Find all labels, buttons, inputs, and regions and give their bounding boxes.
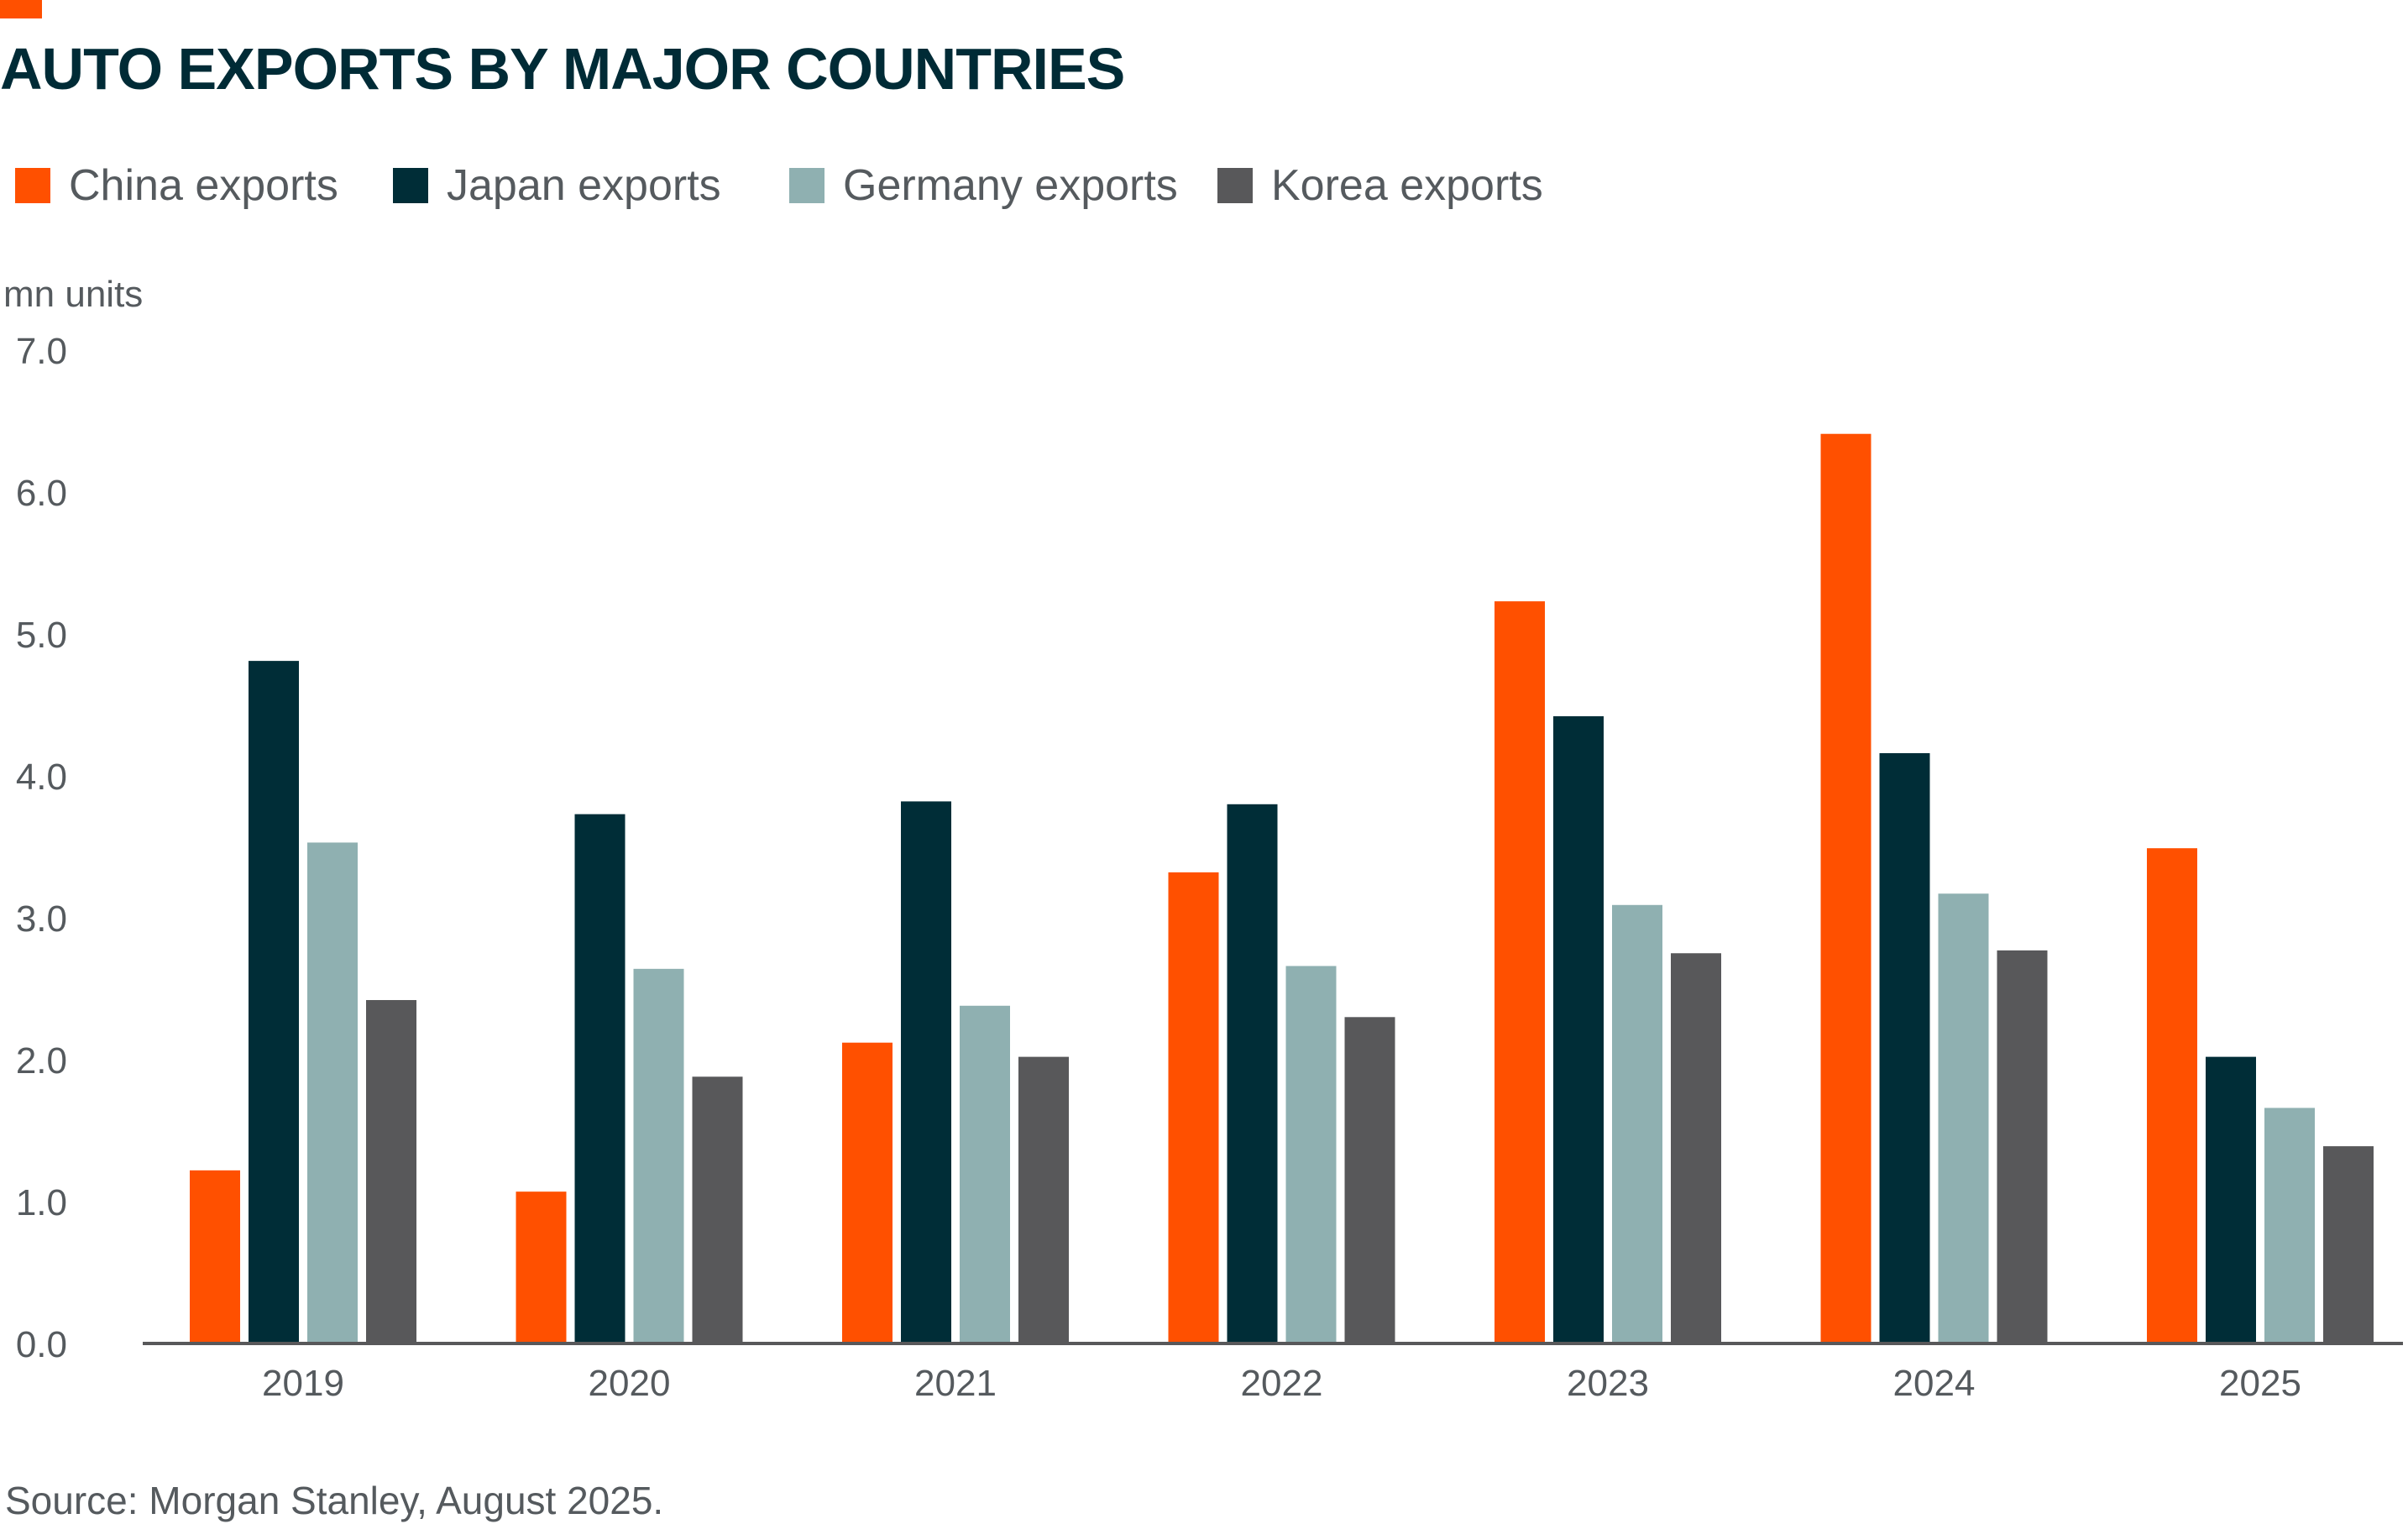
legend-label-china: China exports — [69, 161, 338, 210]
bar-japan-2022 — [1227, 804, 1278, 1343]
bar-korea-2021 — [1018, 1056, 1069, 1343]
bar-china-2025 — [2147, 848, 2197, 1343]
bar-korea-2022 — [1344, 1017, 1395, 1343]
bar-korea-2024 — [1997, 950, 2048, 1343]
legend-swatch-japan — [393, 168, 428, 203]
legend: China exports Japan exports Germany expo… — [15, 156, 1694, 215]
y-tick-label: 5.0 — [16, 615, 67, 656]
bar-china-2019 — [190, 1170, 240, 1343]
x-tick-label: 2024 — [1893, 1363, 1976, 1404]
bar-japan-2021 — [901, 801, 951, 1343]
bar-china-2021 — [842, 1042, 893, 1343]
legend-item-korea: Korea exports — [1217, 156, 1543, 215]
bar-china-2024 — [1820, 433, 1871, 1344]
bar-china-2020 — [516, 1191, 567, 1343]
bar-china-2023 — [1495, 601, 1545, 1343]
bar-japan-2020 — [574, 814, 626, 1343]
source-note: Source: Morgan Stanley, August 2025. — [5, 1479, 664, 1522]
bar-japan-2023 — [1553, 716, 1604, 1343]
chart-title: AUTO EXPORTS BY MAJOR COUNTRIES — [0, 36, 1125, 102]
y-tick-label: 6.0 — [16, 473, 67, 514]
legend-swatch-korea — [1217, 168, 1253, 203]
bar-japan-2025 — [2206, 1056, 2256, 1343]
y-tick-label: 4.0 — [16, 757, 67, 798]
bar-korea-2019 — [366, 1000, 416, 1343]
legend-swatch-germany — [789, 168, 824, 203]
x-tick-label: 2021 — [914, 1363, 997, 1404]
bar-japan-2024 — [1879, 752, 1930, 1343]
x-tick-label: 2025 — [2219, 1363, 2301, 1404]
x-axis-ticks: 2019 2020 2021 2022 2023 2024 2025 — [262, 1363, 2301, 1404]
bar-korea-2023 — [1671, 953, 1721, 1343]
y-tick-label: 2.0 — [16, 1040, 67, 1081]
y-axis-ticks: 0.0 1.0 2.0 3.0 4.0 5.0 6.0 7.0 — [16, 331, 67, 1365]
legend-label-germany: Germany exports — [843, 161, 1178, 210]
bar-korea-2020 — [692, 1076, 743, 1343]
bar-germany-2020 — [633, 968, 684, 1343]
y-axis-label: mn units — [3, 274, 143, 315]
legend-label-japan: Japan exports — [447, 161, 721, 210]
bar-japan-2019 — [249, 661, 299, 1343]
x-tick-label: 2023 — [1567, 1363, 1649, 1404]
brand-accent-bar — [0, 0, 42, 18]
legend-swatch-china — [15, 168, 50, 203]
legend-item-germany: Germany exports — [789, 156, 1178, 215]
bar-germany-2019 — [307, 842, 358, 1343]
y-tick-label: 0.0 — [16, 1324, 67, 1365]
x-tick-label: 2020 — [589, 1363, 671, 1404]
legend-label-korea: Korea exports — [1271, 161, 1543, 210]
bar-germany-2022 — [1285, 966, 1337, 1343]
legend-item-japan: Japan exports — [393, 156, 721, 215]
y-tick-label: 1.0 — [16, 1182, 67, 1223]
x-tick-label: 2019 — [262, 1363, 344, 1404]
x-tick-label: 2022 — [1241, 1363, 1323, 1404]
bar-germany-2025 — [2264, 1108, 2315, 1343]
bar-series — [190, 433, 2374, 1344]
bar-korea-2025 — [2323, 1146, 2374, 1343]
bar-germany-2023 — [1612, 904, 1662, 1343]
bar-chart: mn units 0.01.02.03.04.05.06.07.0 2019 20… — [3, 274, 2403, 1404]
bar-germany-2021 — [960, 1005, 1010, 1343]
legend-item-china: China exports — [15, 156, 338, 215]
bar-germany-2024 — [1938, 893, 1989, 1343]
y-tick-label: 3.0 — [16, 898, 67, 940]
bar-china-2022 — [1168, 872, 1219, 1343]
y-tick-label: 7.0 — [16, 331, 67, 372]
